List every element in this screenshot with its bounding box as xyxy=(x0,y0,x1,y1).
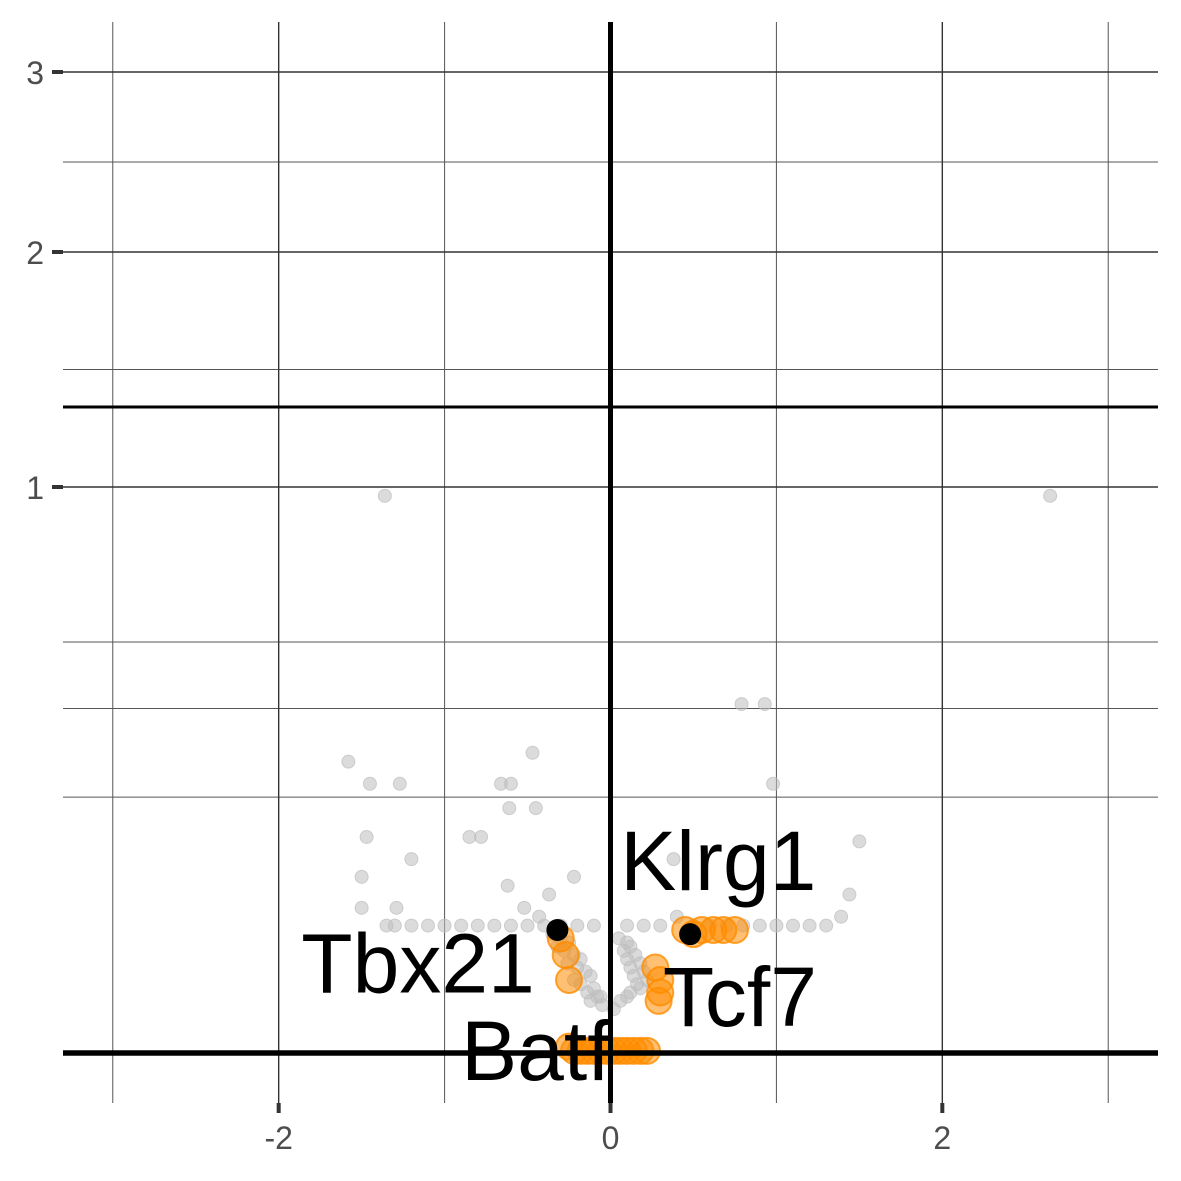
data-point xyxy=(503,918,518,933)
data-point xyxy=(653,918,668,933)
y-tick-label: 3 xyxy=(26,55,44,91)
data-point xyxy=(421,918,435,933)
gene-label: Tbx21 xyxy=(301,917,534,1011)
labelled-point xyxy=(546,919,569,941)
highlight-point xyxy=(551,941,580,969)
x-tick-label: -2 xyxy=(264,1120,292,1156)
gene-labels: Klrg1 Tbx21 Tcf7 Batf xyxy=(301,814,817,1098)
data-point xyxy=(586,918,601,933)
data-point xyxy=(528,801,543,816)
data-point xyxy=(500,878,515,893)
axes: -2 0 2 1 2 3 xyxy=(26,55,951,1156)
data-point xyxy=(470,918,485,933)
data-point xyxy=(387,918,402,933)
data-point xyxy=(757,697,772,712)
data-point xyxy=(389,900,404,915)
data-point xyxy=(525,745,540,760)
data-point xyxy=(752,918,767,933)
gene-label: Batf xyxy=(461,1004,611,1098)
data-point xyxy=(620,918,635,933)
reference-lines xyxy=(63,22,1158,1103)
data-point xyxy=(834,909,849,924)
labelled-point xyxy=(679,923,702,946)
highlight-point xyxy=(555,966,584,994)
gene-label: Tcf7 xyxy=(663,950,817,1044)
data-point xyxy=(462,829,477,844)
data-point xyxy=(354,900,369,915)
data-point xyxy=(362,776,377,791)
data-point xyxy=(734,697,749,712)
data-point xyxy=(502,801,517,816)
data-point xyxy=(404,918,419,933)
data-point xyxy=(359,829,374,844)
data-point xyxy=(802,918,817,933)
data-point xyxy=(766,776,781,791)
data-point xyxy=(819,918,834,933)
data-point xyxy=(570,918,585,933)
data-point xyxy=(542,887,557,902)
data-point xyxy=(786,918,800,933)
data-point xyxy=(503,776,518,791)
data-point xyxy=(636,918,651,933)
gene-label: Klrg1 xyxy=(620,814,816,908)
highlight-point xyxy=(644,986,673,1015)
data-point xyxy=(341,754,356,769)
data-point xyxy=(517,900,532,915)
data-point xyxy=(593,989,608,1004)
data-point xyxy=(852,834,867,849)
labelled-gene-points xyxy=(546,919,702,946)
y-tick-label: 1 xyxy=(26,470,44,506)
y-tick-label: 2 xyxy=(26,235,44,271)
data-point xyxy=(1043,488,1058,503)
x-tick-label: 0 xyxy=(602,1120,620,1156)
data-point xyxy=(354,869,369,884)
data-point xyxy=(437,918,452,933)
data-point xyxy=(392,776,407,791)
data-point xyxy=(474,829,489,844)
highlighted-gene-points xyxy=(546,916,749,1065)
data-point xyxy=(520,918,535,933)
background-gene-points xyxy=(341,488,1058,1017)
data-point xyxy=(666,852,681,867)
data-point xyxy=(567,869,581,884)
data-point xyxy=(487,918,502,933)
highlight-point xyxy=(720,916,749,944)
data-point xyxy=(769,918,784,933)
x-tick-label: 2 xyxy=(933,1120,951,1156)
data-point xyxy=(842,887,857,902)
data-point xyxy=(377,488,392,503)
data-point xyxy=(404,852,419,867)
data-point xyxy=(454,918,469,933)
